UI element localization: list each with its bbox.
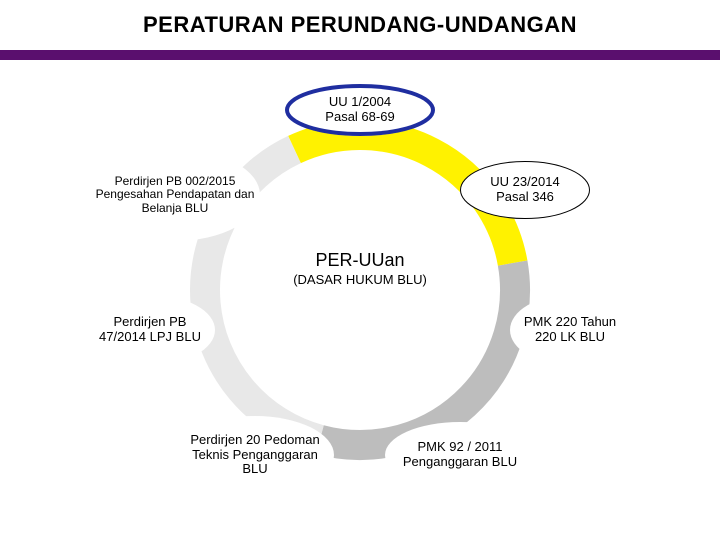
node-perdirjen-47-2014: Perdirjen PB 47/2014 LPJ BLU — [85, 295, 215, 365]
center-label-line2: (DASAR HUKUM BLU) — [280, 273, 440, 288]
node-label-perdirjen-47-2014: Perdirjen PB 47/2014 LPJ BLU — [85, 313, 215, 346]
ring-segment — [320, 263, 515, 445]
node-label-perdirjen-002-2015: Perdirjen PB 002/2015 Pengesahan Pendapa… — [90, 173, 260, 217]
node-uu-1-2004: UU 1/2004Pasal 68-69 — [285, 84, 435, 136]
center-label-line1: PER-UUan — [280, 250, 440, 271]
node-label-perdirjen-20: Perdirjen 20 Pedoman Teknis Penganggaran… — [176, 431, 334, 479]
slide-page: PERATURAN PERUNDANG-UNDANGAN PER-UUan (D… — [0, 0, 720, 540]
page-title: PERATURAN PERUNDANG-UNDANGAN — [0, 12, 720, 38]
node-label-uu-1-2004: UU 1/2004Pasal 68-69 — [321, 93, 398, 126]
node-pmk-92-2011: PMK 92 / 2011 Penganggaran BLU — [385, 422, 535, 488]
node-perdirjen-20: Perdirjen 20 Pedoman Teknis Penganggaran… — [176, 416, 334, 494]
node-uu-23-2014: UU 23/2014Pasal 346 — [460, 161, 590, 219]
title-underline-bar — [0, 50, 720, 60]
node-label-pmk-220: PMK 220 Tahun 220 LK BLU — [510, 313, 630, 346]
node-label-uu-23-2014: UU 23/2014Pasal 346 — [486, 173, 563, 206]
node-perdirjen-002-2015: Perdirjen PB 002/2015 Pengesahan Pendapa… — [90, 149, 260, 241]
node-pmk-220: PMK 220 Tahun 220 LK BLU — [510, 295, 630, 365]
node-label-pmk-92-2011: PMK 92 / 2011 Penganggaran BLU — [385, 438, 535, 471]
